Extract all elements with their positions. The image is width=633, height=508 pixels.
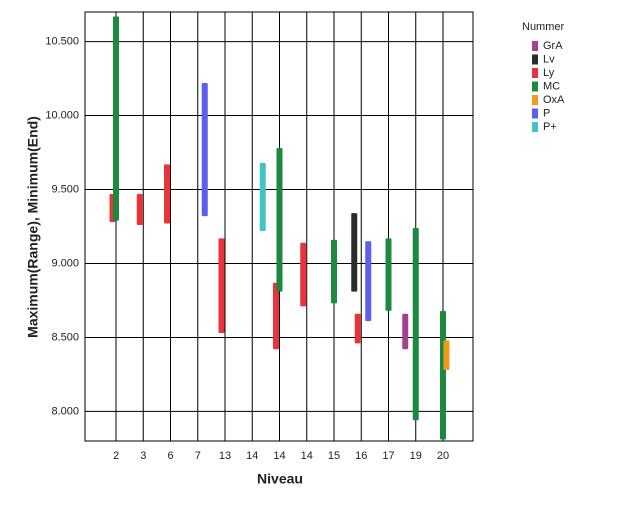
legend-swatch (532, 54, 538, 65)
legend-label: Ly (543, 67, 555, 79)
range-bar (365, 241, 372, 322)
y-tick-label: 10.500 (45, 35, 79, 47)
x-tick-label: 19 (410, 450, 422, 462)
range-bar (351, 213, 358, 292)
y-axis-title: Maximum(Range), Minimum(End) (25, 116, 41, 338)
legend-label: OxA (543, 94, 565, 106)
range-bar (113, 16, 119, 221)
legend-title: Nummer (522, 21, 565, 33)
y-tick-label: 10.000 (45, 109, 79, 121)
legend-label: P (543, 107, 550, 119)
x-tick-label: 6 (167, 450, 173, 462)
x-tick-label: 7 (195, 450, 201, 462)
range-bar (276, 148, 283, 292)
range-bar (443, 340, 450, 370)
range-bar (385, 238, 392, 311)
range-bar (412, 227, 419, 421)
x-tick-label: 17 (382, 450, 394, 462)
x-tick-label: 3 (140, 450, 146, 462)
range-bar (164, 164, 170, 224)
range-bar (402, 313, 409, 350)
y-tick-label: 9.000 (51, 257, 79, 269)
x-tick-label: 14 (273, 450, 285, 462)
legend-swatch (532, 122, 538, 132)
x-tick-label: 16 (355, 450, 367, 462)
x-tick-label: 13 (219, 450, 231, 462)
x-tick-label: 20 (437, 450, 449, 462)
range-bar (218, 238, 225, 334)
range-bar (354, 313, 361, 344)
legend-swatch (532, 68, 538, 78)
range-bar (440, 310, 446, 440)
x-tick-label: 2 (113, 450, 119, 462)
legend-label: MC (543, 80, 560, 92)
x-tick-label: 15 (328, 450, 340, 462)
y-tick-label: 8.500 (51, 331, 79, 343)
x-axis-title: Niveau (257, 471, 303, 487)
range-bar (201, 83, 208, 217)
range-bar (300, 242, 307, 307)
range-bar (259, 162, 266, 231)
legend-label: P+ (543, 121, 557, 133)
y-tick-label: 8.000 (51, 405, 79, 417)
x-tick-label: 14 (246, 450, 258, 462)
legend-swatch (532, 81, 538, 92)
range-bar (136, 193, 143, 226)
plot-frame (84, 11, 474, 442)
legend-label: GrA (543, 40, 563, 52)
range-bar (331, 239, 337, 304)
x-tick-label: 14 (301, 450, 313, 462)
legend-swatch (532, 95, 538, 105)
legend-swatch (532, 41, 538, 51)
legend-swatch (532, 108, 538, 119)
range-bar (273, 282, 279, 350)
legend-label: Lv (543, 53, 555, 65)
y-tick-label: 9.500 (51, 183, 79, 195)
